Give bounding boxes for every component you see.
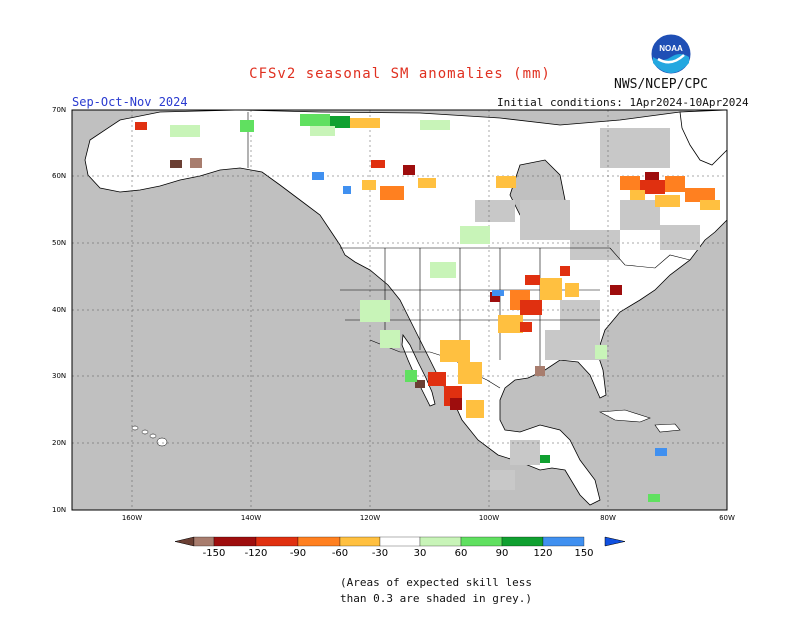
colorbar-label: -120 xyxy=(244,548,268,559)
colorbar-segment xyxy=(460,536,503,547)
colorbar-label: -150 xyxy=(202,548,226,559)
dry-anomalies xyxy=(135,122,720,418)
baja-california xyxy=(401,333,436,407)
lat-label-40n: 40N xyxy=(52,306,67,314)
lat-label-60n: 60N xyxy=(52,172,67,180)
colorbar-segment xyxy=(213,536,257,547)
lat-label-10n: 10N xyxy=(52,506,67,514)
lon-label-60w: 60W xyxy=(719,514,735,522)
colorbar-arrow-low xyxy=(174,536,195,547)
cuba xyxy=(598,409,651,423)
lon-label-100w: 100W xyxy=(478,514,500,522)
no-skill-shading xyxy=(475,128,700,490)
colorbar-segment xyxy=(379,536,421,547)
colorbar-label: -90 xyxy=(289,548,307,559)
lon-label-80w: 80W xyxy=(600,514,616,522)
lat-label-30n: 30N xyxy=(52,372,67,380)
hawaii-islands xyxy=(131,425,168,447)
colorbar-segment xyxy=(255,536,299,547)
forecast-period: Sep-Oct-Nov 2024 xyxy=(72,95,188,109)
logo-text: NOAA xyxy=(659,44,683,53)
lon-label-120w: 120W xyxy=(359,514,381,522)
map-frame xyxy=(71,109,728,511)
agency-label: NWS/NCEP/CPC xyxy=(614,77,708,92)
colorbar-label: 90 xyxy=(495,548,509,559)
lat-label-20n: 20N xyxy=(52,439,67,447)
lon-label-140w: 140W xyxy=(240,514,262,522)
noaa-logo: NOAA xyxy=(650,33,692,75)
colorbar-label: 120 xyxy=(533,548,553,559)
initial-conditions: Initial conditions: 1Apr2024-10Apr2024 xyxy=(497,96,749,109)
colorbar-segment xyxy=(419,536,462,547)
colorbar-segment xyxy=(542,536,585,547)
colorbar-label: 150 xyxy=(574,548,594,559)
colorbar-label: 30 xyxy=(413,548,427,559)
colorbar-segment xyxy=(501,536,544,547)
graticule xyxy=(72,110,727,510)
skill-note-line-2: than 0.3 are shaded in grey.) xyxy=(339,592,533,605)
lon-label-160w: 160W xyxy=(121,514,143,522)
colorbar xyxy=(174,536,626,547)
lat-label-50n: 50N xyxy=(52,239,67,247)
colorbar-segment xyxy=(193,536,215,547)
colorbar-segment xyxy=(339,536,381,547)
map-title: CFSv2 seasonal SM anomalies (mm) xyxy=(249,66,551,82)
colorbar-segment xyxy=(297,536,341,547)
skill-note-line-1: (Areas of expected skill less xyxy=(339,576,533,589)
hispaniola xyxy=(654,423,681,433)
colorbar-arrow-high xyxy=(604,536,626,547)
lat-label-70n: 70N xyxy=(52,106,67,114)
colorbar-label: -30 xyxy=(371,548,389,559)
wet-anomalies xyxy=(170,114,667,502)
colorbar-label: -60 xyxy=(331,548,349,559)
colorbar-label: 60 xyxy=(454,548,468,559)
